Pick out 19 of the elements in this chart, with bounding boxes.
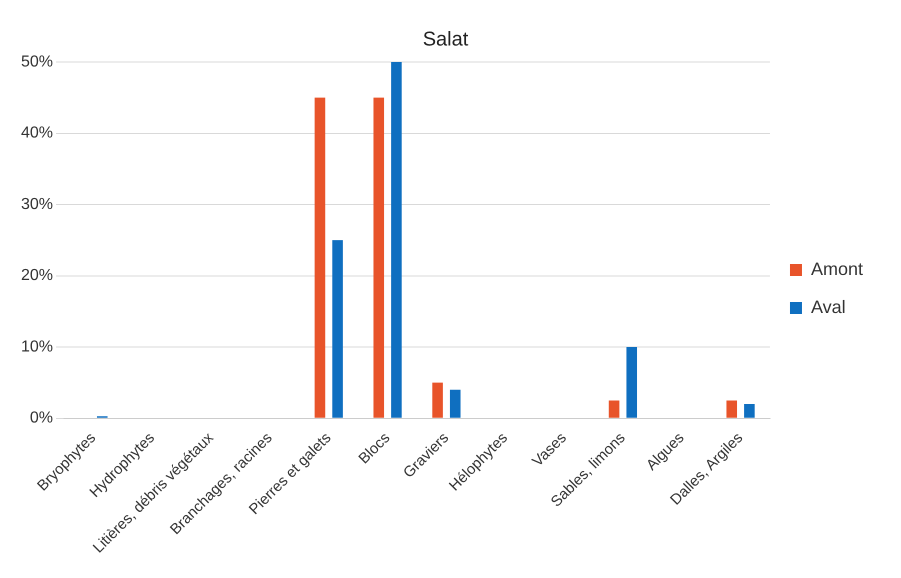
bar	[608, 400, 620, 418]
y-tick-label: 50%	[20, 53, 54, 70]
y-tick-label: 30%	[20, 196, 54, 213]
bar	[373, 98, 384, 418]
bar	[332, 240, 343, 418]
bar	[726, 400, 738, 418]
y-tick-label: 40%	[20, 124, 54, 142]
y-tick-label: 20%	[20, 267, 54, 284]
bar	[432, 382, 443, 418]
y-tick-label: 10%	[20, 338, 54, 356]
bar	[391, 62, 402, 418]
y-tick-label: 0%	[30, 410, 54, 427]
chart-title: Salat	[422, 28, 469, 51]
bar	[626, 347, 638, 418]
bar	[450, 390, 461, 418]
bar	[744, 404, 755, 418]
bar	[314, 98, 326, 418]
legend-label: Aval	[810, 296, 846, 317]
legend-label: Amont	[810, 258, 864, 279]
